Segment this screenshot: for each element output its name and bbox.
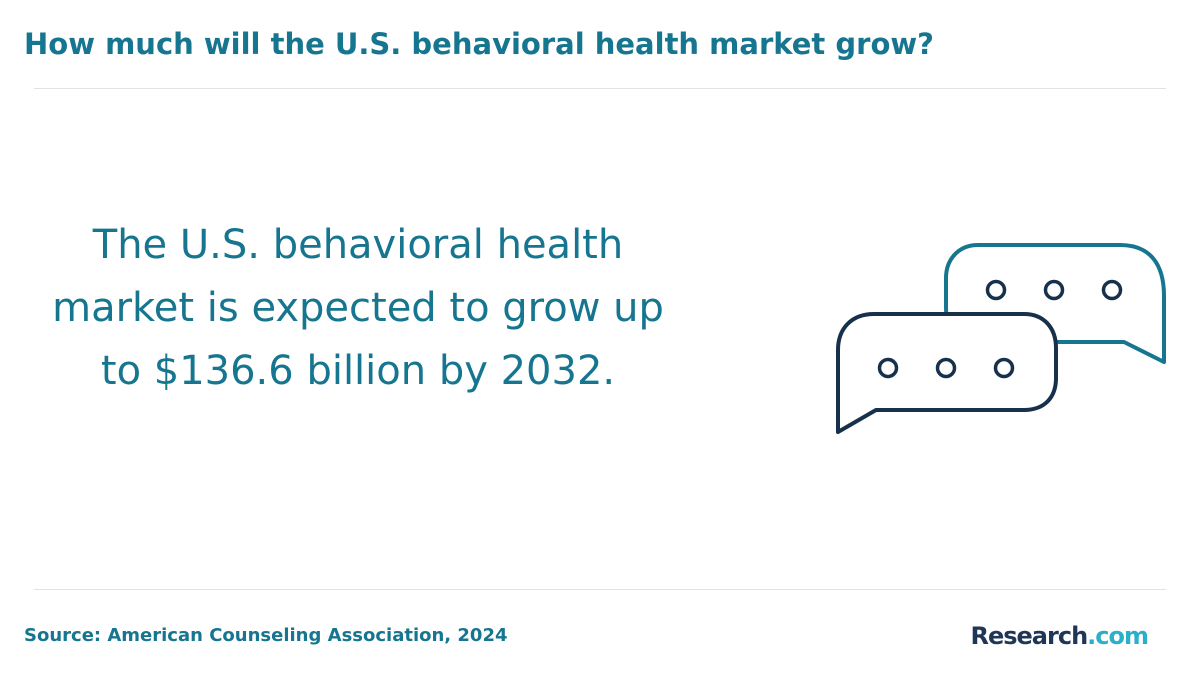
brand-suffix: .com <box>1087 622 1149 650</box>
brand-logo[interactable]: Research.com <box>970 620 1149 652</box>
chat-bubbles-icon <box>830 238 1170 440</box>
top-divider <box>34 88 1166 89</box>
source-citation: Source: American Counseling Association,… <box>24 625 508 646</box>
key-statement: The U.S. behavioral health market is exp… <box>52 222 664 394</box>
page-title: How much will the U.S. behavioral health… <box>24 27 934 61</box>
speech-bubble-front-icon <box>836 312 1058 434</box>
brand-name: Research <box>970 622 1088 650</box>
bottom-divider <box>34 589 1166 590</box>
